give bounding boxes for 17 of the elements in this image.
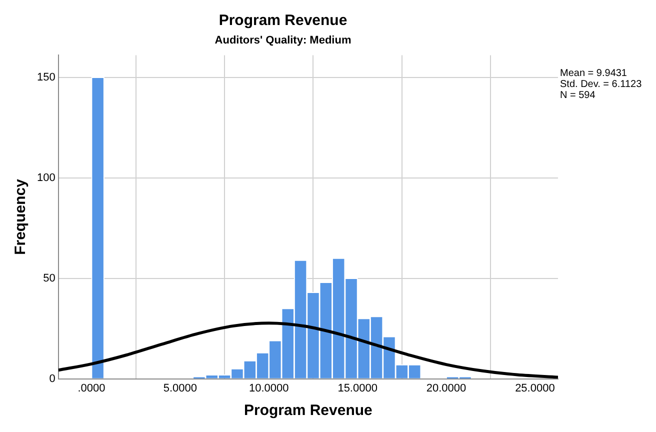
x-tick-label: 15.0000	[338, 382, 378, 394]
y-tick-label: 150	[36, 71, 56, 84]
x-tick-label: 25.0000	[515, 382, 555, 394]
x-tick-label: 20.0000	[426, 382, 466, 394]
y-axis-title: Frequency	[12, 178, 30, 255]
text: Mean = 9.9431	[560, 68, 628, 79]
chart-subtitle: Auditors' Quality: Medium	[214, 34, 352, 47]
x-tick-label: 10.0000	[249, 382, 289, 394]
x-axis-title: Program Revenue	[244, 402, 372, 420]
text: Std. Dev. = 6.1123	[560, 79, 642, 90]
chart-title: Program Revenue	[218, 12, 348, 30]
y-tick-label: 100	[36, 172, 56, 184]
text: N = 594	[560, 90, 596, 101]
x-tick-label: .0000	[78, 382, 106, 394]
y-tick-label: 0	[49, 372, 56, 385]
x-tick-label: 5.0000	[163, 382, 198, 394]
y-tick-label: 50	[43, 272, 56, 284]
